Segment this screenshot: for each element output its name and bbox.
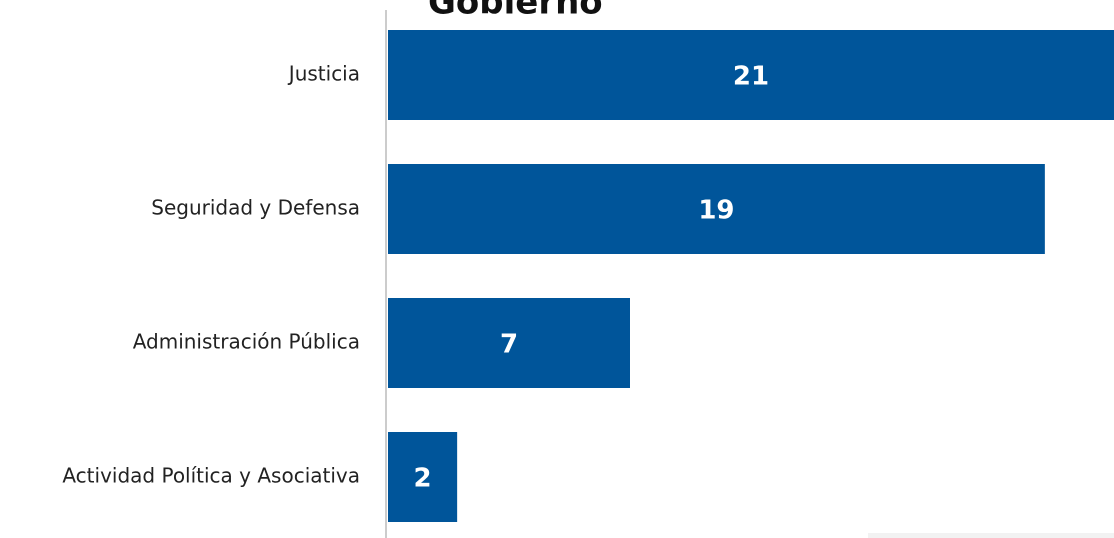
data-label: 19 <box>698 196 734 226</box>
data-label: 2 <box>414 464 432 494</box>
data-label: 21 <box>733 62 769 92</box>
bar <box>388 30 1114 120</box>
data-label: 7 <box>500 330 518 360</box>
y-tick-label: Actividad Política y Asociativa <box>62 464 360 488</box>
bar <box>388 164 1045 254</box>
bar <box>388 298 630 388</box>
chart-title: Gobierno <box>428 0 603 23</box>
y-tick-label: Seguridad y Defensa <box>151 196 360 220</box>
decoration <box>868 533 1114 538</box>
y-tick-label: Administración Pública <box>133 330 360 354</box>
y-tick-label: Justicia <box>287 62 360 86</box>
bar <box>388 432 458 522</box>
